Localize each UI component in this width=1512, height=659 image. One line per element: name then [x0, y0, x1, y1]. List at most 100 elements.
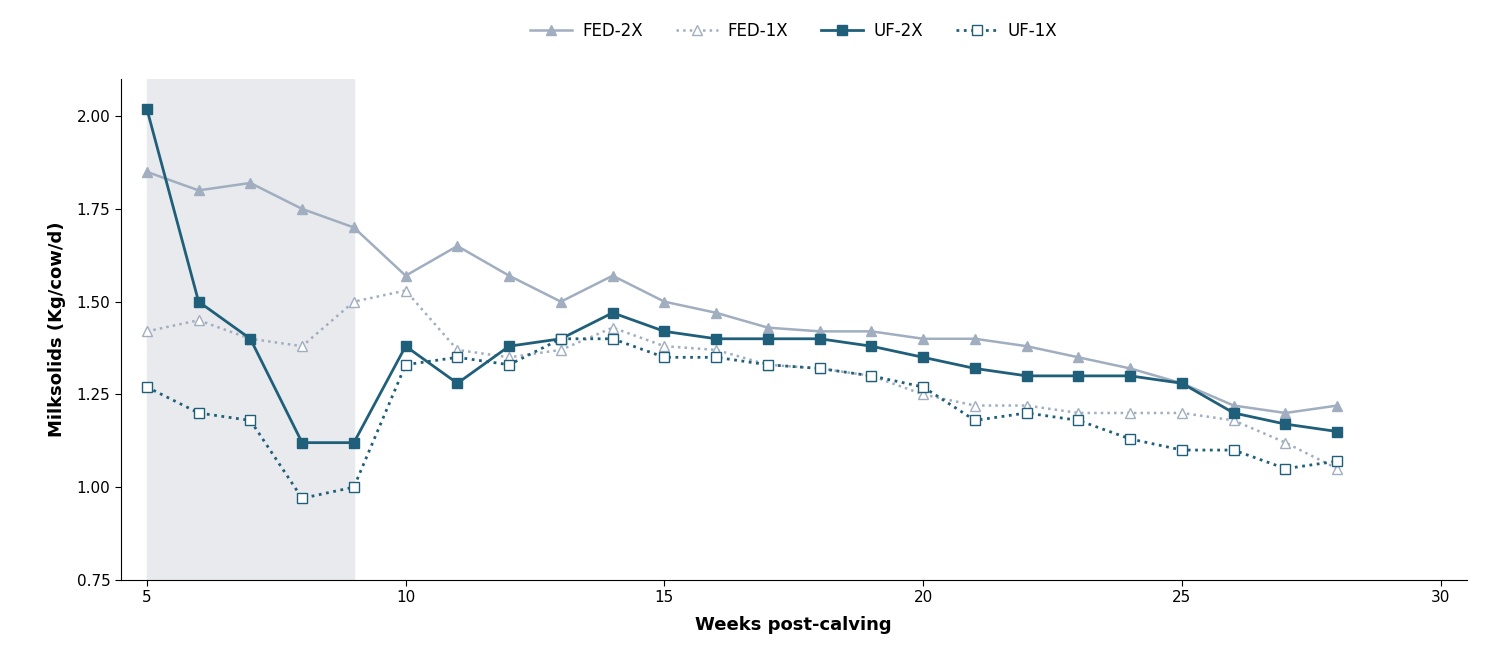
UF-2X: [396, 342, 414, 350]
FED-1X: [1120, 409, 1140, 417]
UF-2X: [759, 335, 777, 343]
UF-1X: [242, 416, 260, 424]
UF-1X: [138, 383, 156, 391]
UF-2X: [1120, 372, 1140, 380]
FED-2X: [189, 186, 207, 194]
FED-2X: [810, 328, 829, 335]
FED-2X: [1069, 353, 1087, 361]
UF-2X: [448, 380, 466, 387]
FED-1X: [603, 324, 621, 331]
FED-1X: [966, 401, 984, 409]
UF-1X: [655, 353, 673, 361]
UF-1X: [1120, 435, 1140, 443]
UF-1X: [345, 483, 363, 491]
FED-2X: [708, 309, 726, 317]
FED-1X: [1276, 439, 1294, 447]
FED-2X: [293, 205, 311, 213]
UF-2X: [810, 335, 829, 343]
FED-1X: [1069, 409, 1087, 417]
UF-2X: [500, 342, 519, 350]
FED-1X: [1328, 465, 1346, 473]
FED-2X: [242, 179, 260, 187]
FED-1X: [242, 335, 260, 343]
FED-2X: [500, 272, 519, 279]
FED-1X: [448, 346, 466, 354]
FED-1X: [759, 360, 777, 368]
FED-2X: [396, 272, 414, 279]
FED-2X: [603, 272, 621, 279]
UF-1X: [1018, 409, 1036, 417]
UF-1X: [966, 416, 984, 424]
UF-2X: [966, 364, 984, 372]
UF-1X: [1276, 465, 1294, 473]
UF-2X: [1069, 372, 1087, 380]
FED-2X: [1225, 401, 1243, 409]
FED-1X: [396, 287, 414, 295]
UF-1X: [448, 353, 466, 361]
FED-1X: [1173, 409, 1191, 417]
FED-1X: [862, 372, 880, 380]
UF-2X: [603, 309, 621, 317]
UF-2X: [189, 298, 207, 306]
Bar: [147, 79, 354, 580]
UF-2X: [1328, 428, 1346, 436]
UF-1X: [810, 364, 829, 372]
FED-2X: [966, 335, 984, 343]
UF-2X: [552, 335, 570, 343]
Line: FED-2X: FED-2X: [142, 167, 1343, 418]
UF-2X: [1225, 409, 1243, 417]
UF-2X: [708, 335, 726, 343]
FED-2X: [759, 324, 777, 331]
FED-2X: [1328, 401, 1346, 409]
FED-2X: [1120, 364, 1140, 372]
UF-1X: [1069, 416, 1087, 424]
UF-1X: [1173, 446, 1191, 454]
Line: UF-2X: UF-2X: [142, 104, 1343, 447]
FED-1X: [138, 328, 156, 335]
UF-2X: [293, 439, 311, 447]
FED-1X: [500, 353, 519, 361]
FED-2X: [915, 335, 933, 343]
UF-1X: [396, 360, 414, 368]
FED-2X: [448, 242, 466, 250]
UF-2X: [138, 105, 156, 113]
FED-1X: [810, 364, 829, 372]
UF-2X: [1173, 380, 1191, 387]
UF-1X: [1225, 446, 1243, 454]
UF-1X: [915, 383, 933, 391]
UF-1X: [293, 494, 311, 502]
UF-2X: [915, 353, 933, 361]
FED-1X: [293, 342, 311, 350]
FED-2X: [552, 298, 570, 306]
FED-1X: [552, 346, 570, 354]
UF-2X: [655, 328, 673, 335]
FED-2X: [345, 223, 363, 231]
UF-1X: [1328, 457, 1346, 465]
Line: FED-1X: FED-1X: [142, 286, 1343, 473]
UF-1X: [189, 409, 207, 417]
FED-2X: [1276, 409, 1294, 417]
FED-2X: [1173, 380, 1191, 387]
FED-1X: [345, 298, 363, 306]
UF-2X: [862, 342, 880, 350]
FED-2X: [1018, 342, 1036, 350]
UF-1X: [500, 360, 519, 368]
FED-2X: [655, 298, 673, 306]
UF-1X: [603, 335, 621, 343]
FED-1X: [1018, 401, 1036, 409]
Legend: FED-2X, FED-1X, UF-2X, UF-1X: FED-2X, FED-1X, UF-2X, UF-1X: [531, 22, 1057, 40]
UF-2X: [1276, 420, 1294, 428]
FED-1X: [915, 391, 933, 399]
UF-2X: [345, 439, 363, 447]
X-axis label: Weeks post-calving: Weeks post-calving: [696, 616, 892, 635]
UF-1X: [759, 360, 777, 368]
UF-1X: [708, 353, 726, 361]
UF-1X: [862, 372, 880, 380]
FED-2X: [138, 168, 156, 176]
UF-2X: [1018, 372, 1036, 380]
FED-1X: [1225, 416, 1243, 424]
FED-2X: [862, 328, 880, 335]
UF-1X: [552, 335, 570, 343]
FED-1X: [708, 346, 726, 354]
UF-2X: [242, 335, 260, 343]
